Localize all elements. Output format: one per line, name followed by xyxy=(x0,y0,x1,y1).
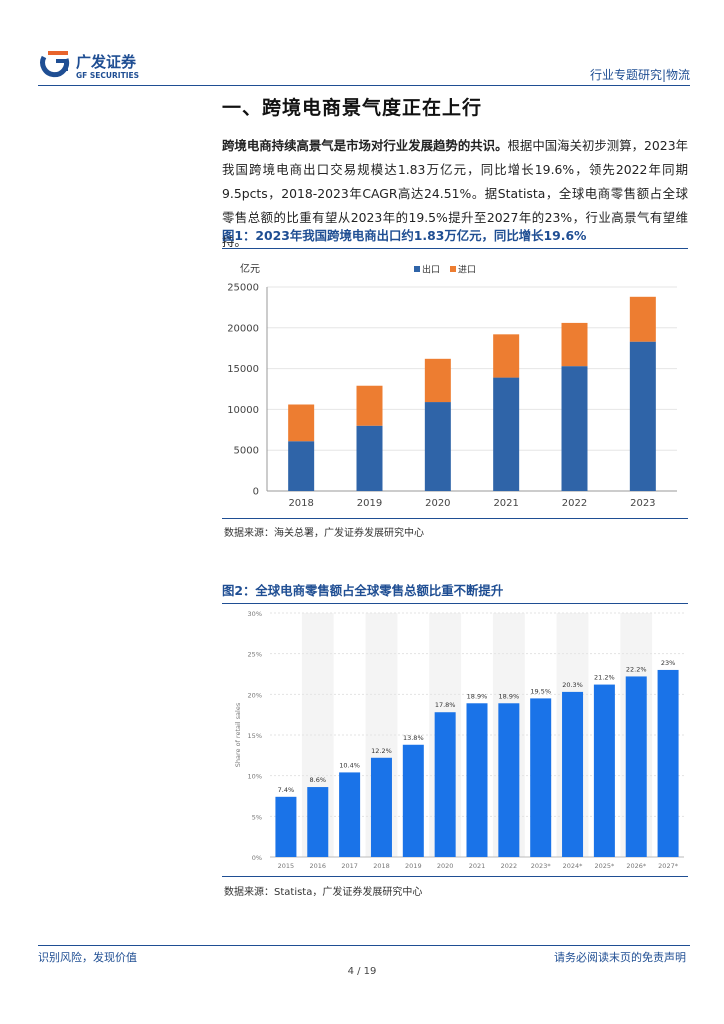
chart1-ytick-5: 25000 xyxy=(227,283,259,294)
chart2-bar-2023* xyxy=(530,698,552,857)
chart1-legend-swatch-0 xyxy=(414,266,420,272)
chart2-bar-2015 xyxy=(275,796,297,857)
chart2-bar-2024* xyxy=(562,691,584,857)
report-type: 行业专题研究|物流 xyxy=(589,68,690,82)
chart1-ytick-2: 10000 xyxy=(227,405,259,416)
chart1-legend-label-0: 出口 xyxy=(422,264,440,276)
chart1-xtick-2022: 2022 xyxy=(562,498,587,509)
footer-divider xyxy=(38,945,690,946)
figure1-source: 数据来源：海关总署，广发证券发展研究中心 xyxy=(224,528,424,539)
chart1-bar-import-2020 xyxy=(424,358,451,403)
chart2-bar-2025* xyxy=(593,684,615,857)
chart2-ytick-3: 15% xyxy=(248,732,262,740)
chart1-ytick-0: 0 xyxy=(253,487,259,498)
chart2-bar-2019 xyxy=(402,744,424,857)
chart2-bar-2016 xyxy=(307,787,329,857)
chart2-xtick-2024*: 2024* xyxy=(563,862,584,870)
chart1-bar-import-2018 xyxy=(288,404,315,442)
chart1-bar-export-2023 xyxy=(629,341,656,491)
figure2-bottom-rule xyxy=(222,876,688,877)
chart2-value-label-2019: 13.8% xyxy=(403,734,424,742)
chart2-xtick-2025*: 2025* xyxy=(594,862,615,870)
chart2-xtick-2016: 2016 xyxy=(309,862,326,870)
chart2-xtick-2019: 2019 xyxy=(405,862,422,870)
chart2-ytick-0: 0% xyxy=(252,854,262,862)
chart2-bar-2020 xyxy=(434,712,456,857)
figure2-chart: 0% 5% 10% 15% 20% 25% 30% Share of retail sales… xyxy=(234,610,684,870)
chart2-ytick-4: 20% xyxy=(248,691,262,699)
chart1-bar-export-2019 xyxy=(356,425,383,491)
figure1-title: 图1：2023年我国跨境电商出口约1.83万亿元，同比增长19.6% xyxy=(222,226,688,249)
chart1-bar-export-2018 xyxy=(288,441,315,491)
chart1-ytick-4: 20000 xyxy=(227,323,259,334)
chart2-bar-2027* xyxy=(657,669,679,857)
chart1-bar-export-2022 xyxy=(561,366,588,491)
chart1-bar-export-2021 xyxy=(493,377,520,491)
chart2-value-label-2017: 10.4% xyxy=(339,761,360,769)
chart1-bar-import-2022 xyxy=(561,322,588,367)
header-divider xyxy=(38,85,690,86)
chart1-ytick-3: 15000 xyxy=(227,364,259,375)
paragraph-lead: 跨境电商持续高景气是市场对行业发展趋势的共识。 xyxy=(222,138,508,153)
chart2-ytick-2: 10% xyxy=(248,773,262,781)
chart2-xtick-2023*: 2023* xyxy=(531,862,552,870)
chart2-bar-2022 xyxy=(498,703,520,857)
chart2-bar-2026* xyxy=(625,676,647,857)
figure2-title: 图2：全球电商零售额占全球零售总额比重不断提升 xyxy=(222,581,688,604)
chart2-value-label-2021: 18.9% xyxy=(467,692,488,700)
chart1-legend-label-1: 进口 xyxy=(458,265,476,276)
section-title: 一、跨境电商景气度正在上行 xyxy=(222,97,483,119)
chart1-bar-import-2019 xyxy=(356,385,383,426)
chart2-value-label-2023*: 19.5% xyxy=(530,687,551,695)
chart2-value-label-2022: 18.9% xyxy=(499,692,520,700)
chart1-ytick-1: 5000 xyxy=(234,446,259,457)
chart2-value-label-2015: 7.4% xyxy=(278,786,295,794)
footer-slogan: 识别风险，发现价值 xyxy=(38,951,137,964)
chart2-value-label-2024*: 20.3% xyxy=(562,681,583,689)
chart1-xtick-2019: 2019 xyxy=(357,498,382,509)
chart1-ylabel: 亿元 xyxy=(240,262,260,275)
chart2-bar-2021 xyxy=(466,703,488,857)
chart2-xtick-2017: 2017 xyxy=(341,862,358,870)
chart2-value-label-2016: 8.6% xyxy=(310,776,327,784)
chart2-value-label-2020: 17.8% xyxy=(435,701,456,709)
page-number: 4 / 19 xyxy=(347,966,377,977)
footer-disclaimer: 请务必阅读末页的免责声明 xyxy=(554,951,686,964)
chart2-ylabel: Share of retail sales xyxy=(234,702,242,767)
paragraph-body: 根据中国海关初步测算，2023年我国跨境电商出口交易规模达1.83万亿元，同比增… xyxy=(222,138,688,249)
chart2-value-label-2026*: 22.2% xyxy=(626,665,647,673)
chart2-xtick-2027*: 2027* xyxy=(658,862,679,870)
chart2-value-label-2018: 12.2% xyxy=(371,747,392,755)
company-logo: 广发证券 GF SECURITIES xyxy=(38,47,158,83)
chart1-xtick-2018: 2018 xyxy=(288,498,313,509)
chart2-ytick-5: 25% xyxy=(248,651,262,659)
figure1-bottom-rule xyxy=(222,518,688,519)
chart1-bar-export-2020 xyxy=(424,402,451,491)
chart2-xtick-2022: 2022 xyxy=(501,862,518,870)
chart2-bar-2018 xyxy=(370,757,392,857)
chart1-xtick-2023: 2023 xyxy=(630,498,655,509)
chart2-bar-2017 xyxy=(339,772,361,857)
chart2-ytick-1: 5% xyxy=(252,813,262,821)
chart1-xtick-2021: 2021 xyxy=(493,498,518,509)
body-paragraph: 跨境电商持续高景气是市场对行业发展趋势的共识。根据中国海关初步测算，2023年我… xyxy=(222,134,688,254)
chart1-xtick-2020: 2020 xyxy=(425,498,450,509)
logo-en-text: GF SECURITIES xyxy=(76,71,139,80)
figure2-source: 数据来源：Statista，广发证券发展研究中心 xyxy=(224,887,423,898)
chart2-xtick-2018: 2018 xyxy=(373,862,390,870)
chart1-legend-swatch-1 xyxy=(450,266,456,272)
chart1-bar-import-2023 xyxy=(629,296,656,342)
chart2-xtick-2026*: 2026* xyxy=(626,862,647,870)
chart2-xtick-2021: 2021 xyxy=(469,862,486,870)
chart2-xtick-2020: 2020 xyxy=(437,862,454,870)
chart2-xtick-2015: 2015 xyxy=(278,862,295,870)
chart2-ytick-6: 30% xyxy=(248,610,262,618)
chart2-value-label-2027*: 23% xyxy=(661,659,675,667)
chart2-value-label-2025*: 21.2% xyxy=(594,674,615,682)
logo-cn-text: 广发证券 xyxy=(76,53,137,71)
chart1-bar-import-2021 xyxy=(493,334,520,378)
logo-mark xyxy=(40,51,70,78)
figure1-chart: 亿元 出口 进口 0 5000 10000 15000 20000 25000 2018 2019 2… xyxy=(227,262,677,509)
